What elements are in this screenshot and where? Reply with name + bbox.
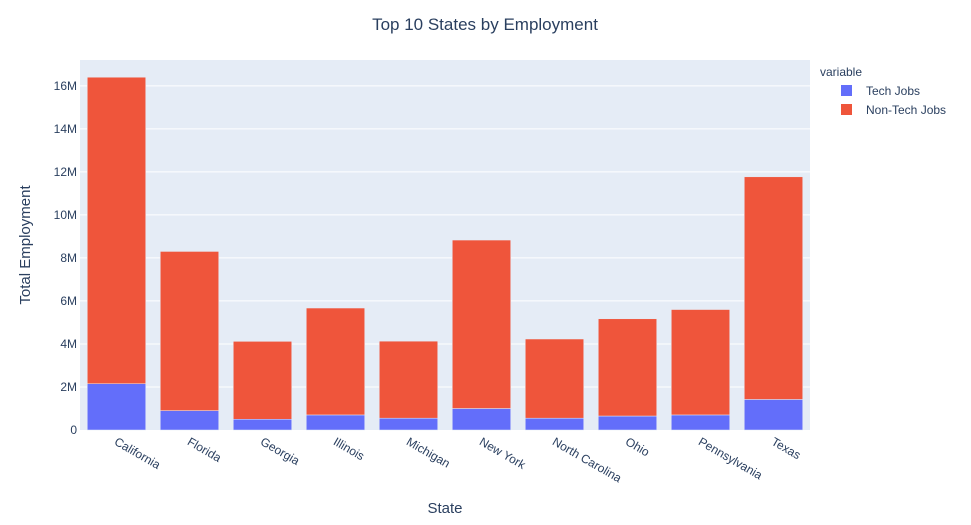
bar-non-tech-jobs-north-carolina[interactable] bbox=[525, 338, 584, 419]
legend-label-tech-jobs: Tech Jobs bbox=[866, 84, 920, 98]
legend: variable Tech Jobs Non-Tech Jobs bbox=[820, 65, 946, 117]
bar-non-tech-jobs-texas[interactable] bbox=[744, 176, 803, 400]
legend-title: variable bbox=[820, 65, 862, 79]
legend-swatch-non-tech-jobs bbox=[841, 104, 852, 115]
bar-non-tech-jobs-california[interactable] bbox=[87, 76, 146, 385]
legend-item-tech-jobs[interactable]: Tech Jobs bbox=[841, 84, 920, 98]
bar-tech-jobs-illinois[interactable] bbox=[306, 414, 365, 431]
bar-tech-jobs-ohio[interactable] bbox=[598, 415, 657, 431]
bar-tech-jobs-new-york[interactable] bbox=[452, 408, 511, 431]
y-tick-label: 16M bbox=[54, 79, 77, 93]
y-tick-label: 10M bbox=[54, 208, 77, 222]
bar-tech-jobs-california[interactable] bbox=[87, 383, 146, 431]
bar-tech-jobs-florida[interactable] bbox=[160, 410, 219, 431]
y-tick-label: 0 bbox=[70, 423, 77, 437]
y-axis-ticks: 0 2M 4M 6M 8M 10M 12M 14M 16M bbox=[54, 79, 78, 437]
bar-non-tech-jobs-illinois[interactable] bbox=[306, 307, 365, 416]
bar-non-tech-jobs-florida[interactable] bbox=[160, 251, 219, 411]
y-tick-label: 14M bbox=[54, 122, 77, 136]
bar-non-tech-jobs-pennsylvania[interactable] bbox=[671, 309, 730, 416]
bar-tech-jobs-texas[interactable] bbox=[744, 399, 803, 431]
bar-non-tech-jobs-ohio[interactable] bbox=[598, 318, 657, 417]
legend-item-non-tech-jobs[interactable]: Non-Tech Jobs bbox=[841, 103, 946, 117]
bar-non-tech-jobs-michigan[interactable] bbox=[379, 340, 438, 419]
x-axis-title: State bbox=[427, 500, 462, 517]
chart-title: Top 10 States by Employment bbox=[372, 15, 598, 34]
y-tick-label: 6M bbox=[60, 294, 77, 308]
bar-tech-jobs-pennsylvania[interactable] bbox=[671, 414, 730, 431]
y-tick-label: 8M bbox=[60, 251, 77, 265]
y-tick-label: 4M bbox=[60, 337, 77, 351]
y-tick-label: 2M bbox=[60, 380, 77, 394]
bar-non-tech-jobs-georgia[interactable] bbox=[233, 341, 292, 420]
y-tick-label: 12M bbox=[54, 165, 77, 179]
bar-tech-jobs-michigan[interactable] bbox=[379, 417, 438, 431]
bars bbox=[87, 76, 803, 431]
bar-tech-jobs-georgia[interactable] bbox=[233, 418, 292, 431]
y-axis-title: Total Employment bbox=[17, 185, 34, 305]
gridlines bbox=[80, 85, 810, 388]
bar-tech-jobs-north-carolina[interactable] bbox=[525, 417, 584, 431]
bar-non-tech-jobs-new-york[interactable] bbox=[452, 239, 511, 409]
legend-label-non-tech-jobs: Non-Tech Jobs bbox=[866, 103, 946, 117]
legend-swatch-tech-jobs bbox=[841, 85, 852, 96]
